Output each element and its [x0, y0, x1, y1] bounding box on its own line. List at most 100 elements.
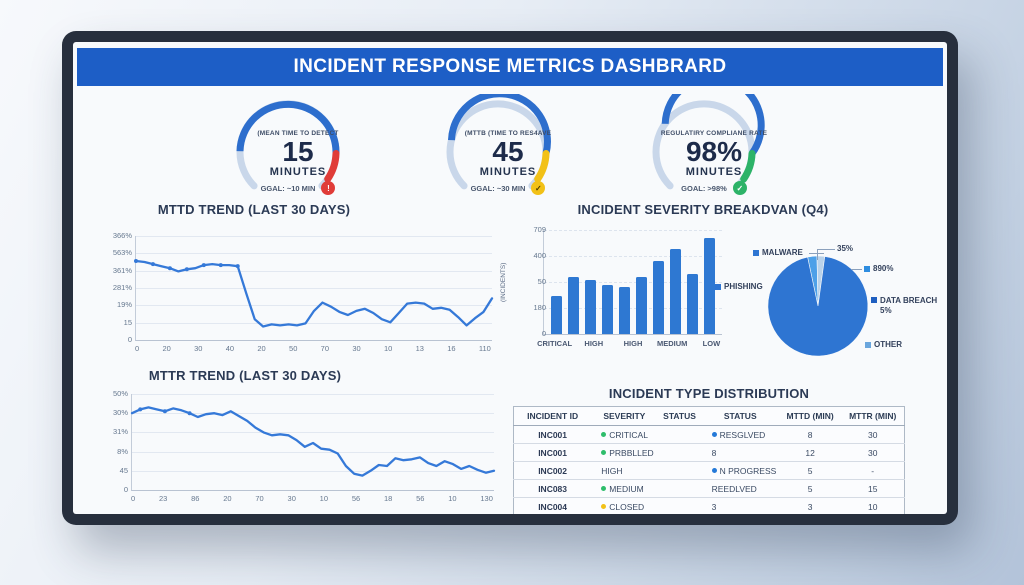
axis-tick-label: 30 — [194, 344, 203, 353]
mttr-x-axis: 0 23 86 20 70 30 10 56 18 56 10 130 — [131, 494, 493, 503]
status-dot-icon — [601, 431, 607, 437]
gauge-unit: MINUTES — [269, 166, 327, 179]
axis-tick-label: 15 — [123, 317, 132, 327]
table-header: SEVERITY — [591, 406, 658, 426]
table-cell: INC002 — [513, 461, 592, 480]
table-cell: 3 — [701, 497, 779, 514]
table-cell — [657, 479, 702, 498]
severity-bar-chart: 709 400 50 180 0 (INCIDENTS) — [500, 226, 722, 338]
status-dot-icon — [711, 431, 717, 437]
mttd-x-axis: 0 20 30 40 20 50 70 30 10 13 16 110 — [135, 344, 491, 353]
gauge-time-to-resolve: (MTTB (TIME TO RES4AVE 45 MINUTES GGAL: … — [423, 94, 593, 209]
table-header: STATUS — [701, 406, 779, 426]
axis-tick-label: 30% — [112, 408, 128, 418]
status-dot-icon — [711, 467, 717, 473]
gauge-value: 98% — [685, 136, 743, 167]
severity-bar — [653, 261, 664, 334]
category-label: HIGH — [584, 339, 604, 348]
table-cell — [657, 461, 702, 480]
incident-table-title: INCIDENT TYPE DISTRIBUTION — [608, 386, 810, 401]
warning-badge-icon: ! — [321, 181, 336, 196]
axis-tick-label: 0 — [135, 344, 140, 353]
table-cell: 30 — [841, 443, 905, 462]
table-cell: N PROGRESS — [701, 461, 779, 480]
table-cell: PRBBLLED — [591, 443, 658, 462]
axis-tick-label: 0 — [123, 484, 128, 494]
axis-tick-label: 0 — [127, 334, 132, 344]
axis-tick-label: 20 — [257, 344, 266, 353]
gauge-label: (MTTB (TIME TO RES4AVE — [464, 130, 552, 137]
table-cell: 8 — [778, 425, 842, 444]
severity-x-axis: CRITICAL HIGH HIGH MEDIUM LOW — [535, 339, 731, 348]
gauge-compliance-rate: REGULATIRY COMPLIANE RATE 98% MINUTES GO… — [629, 94, 799, 209]
axis-tick-label: 50 — [289, 344, 298, 353]
dashboard-title-bar: INCIDENT RESPONSE METRICS DASHBRARD — [77, 48, 943, 86]
table-header: MTTD (MIN) — [778, 406, 842, 426]
legend-item-other: OTHER — [865, 340, 902, 349]
axis-tick-label: 86 — [191, 494, 200, 503]
legend-swatch-icon — [715, 283, 721, 290]
severity-bar — [687, 273, 698, 334]
axis-tick-label: 30 — [352, 344, 361, 353]
axis-tick-label: 50 — [537, 277, 546, 286]
table-header: INCIDENT ID — [513, 406, 592, 426]
gauge-arc — [652, 94, 765, 190]
axis-tick-label: 0 — [541, 329, 546, 338]
table-cell: 30 — [841, 425, 905, 444]
axis-tick-label: 18 — [383, 494, 393, 503]
table-cell — [657, 443, 702, 462]
table-header: STATUS — [657, 406, 702, 426]
pie-callout-35: 35% — [837, 244, 854, 253]
axis-tick-label: 0 — [131, 494, 136, 503]
pie-slice-phishing — [767, 256, 869, 357]
axis-tick-label: 56 — [351, 494, 361, 503]
status-dot-icon — [601, 485, 607, 491]
severity-y-axis-label: (INCIDENTS) — [500, 262, 507, 302]
gauge-arc — [446, 94, 551, 190]
legend-item-phishing: PHISHING — [715, 282, 763, 291]
dashboard-title: INCIDENT RESPONSE METRICS DASHBRARD — [293, 56, 727, 77]
legend-swatch-icon — [871, 297, 877, 303]
table-cell: 5 — [778, 461, 842, 480]
axis-tick-label: 56 — [416, 494, 425, 503]
axis-tick-label: 50% — [112, 389, 128, 398]
incident-table-block: INCIDENT TYPE DISTRIBUTION INCIDENT ID SE… — [513, 386, 905, 514]
gauge-value: 45 — [492, 136, 524, 167]
table-cell: HIGH — [591, 461, 658, 480]
severity-bar — [670, 248, 681, 334]
pie-chart-area: MALWARE 35% 890% PHISHING DATA BREACH — [713, 228, 945, 373]
axis-tick-label: 366% — [112, 231, 132, 240]
axis-tick-label: 19% — [116, 300, 132, 310]
dashboard-screen: INCIDENT RESPONSE METRICS DASHBRARD (MEA… — [73, 42, 947, 514]
severity-bar — [602, 285, 613, 334]
axis-tick-label: 281% — [112, 282, 132, 292]
axis-tick-label: 30 — [287, 494, 296, 503]
incident-table: INCIDENT ID SEVERITY STATUS STATUS MTTD (MIN… — [513, 406, 905, 514]
severity-bar — [585, 279, 596, 334]
table-cell: REEDLVED — [701, 479, 779, 498]
axis-tick-label: 361% — [112, 265, 132, 275]
axis-tick-label: 23 — [158, 494, 168, 503]
axis-tick-label: 20 — [223, 494, 232, 503]
table-cell: INC083 — [513, 479, 592, 498]
category-label: CRITICAL — [537, 339, 573, 348]
gauge-label: (MEAN TIME TO DETECT — [257, 130, 339, 137]
axis-tick-label: 45 — [119, 465, 128, 475]
table-cell: 5 — [778, 479, 842, 498]
category-label: HIGH — [623, 339, 643, 348]
axis-tick-label: 400 — [533, 251, 546, 260]
table-cell: 15 — [841, 479, 905, 498]
table-cell: CLOSED — [591, 497, 658, 514]
table-cell: CRITICAL — [591, 425, 658, 444]
axis-tick-label: 8% — [117, 446, 128, 456]
table-cell — [657, 425, 702, 444]
legend-swatch-icon — [864, 265, 870, 272]
mttd-trend-line — [134, 258, 494, 328]
axis-tick-label: 70 — [320, 344, 330, 353]
gauge-unit: MINUTES — [479, 166, 537, 179]
table-cell — [657, 497, 702, 514]
table-cell: INC001 — [513, 443, 592, 462]
gauge-value: 15 — [282, 136, 314, 167]
table-row: INC004 CLOSED 3 3 10 — [513, 497, 905, 514]
